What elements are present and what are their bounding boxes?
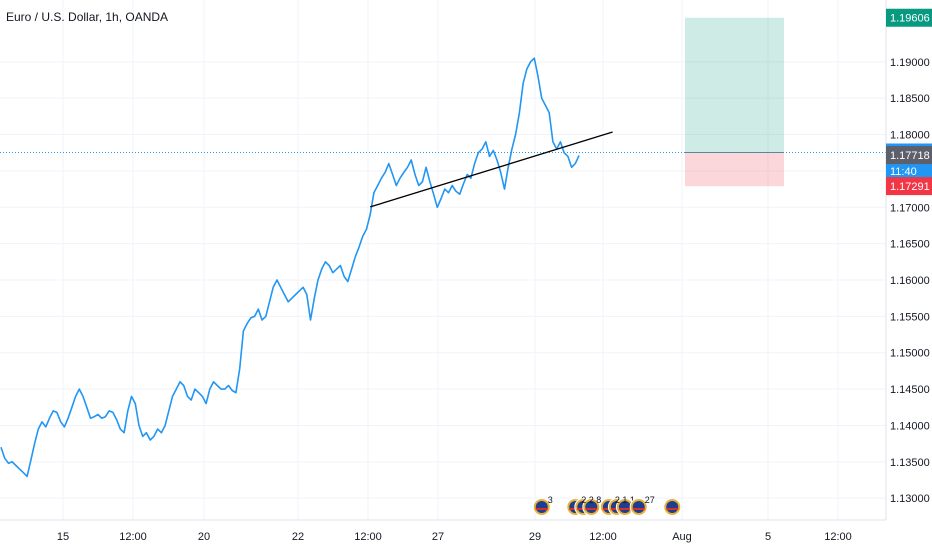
y-tick-label: 1.18500	[890, 93, 930, 105]
x-tick-label: 12:00	[824, 531, 852, 543]
economic-event-icon: 3	[532, 495, 553, 516]
y-tick-label: 1.14000	[890, 420, 930, 432]
price-label-text: 1.17718	[890, 150, 930, 162]
price-label-text: 1.17291	[890, 181, 930, 193]
y-tick-label: 1.15500	[890, 311, 930, 323]
event-count-label: 27	[645, 495, 655, 505]
y-tick-label: 1.13000	[890, 493, 930, 505]
y-tick-label: 1.16500	[890, 239, 930, 251]
y-tick-label: 1.18000	[890, 130, 930, 142]
x-tick-label: 15	[57, 531, 69, 543]
price-axis: 1.190001.185001.180001.175001.170001.165…	[885, 0, 932, 550]
price-series-line	[0, 57, 580, 478]
chart-title: Euro / U.S. Dollar, 1h, OANDA	[6, 10, 169, 24]
price-label: 1.17291	[886, 177, 932, 196]
price-label: 1.17718	[886, 146, 932, 165]
event-count-label: 2 1 1	[615, 495, 635, 505]
economic-event-icon: 2 1 1	[599, 495, 635, 516]
event-count-label: 2 2 8	[581, 495, 601, 505]
price-label-text: 1.19606	[890, 13, 930, 25]
price-label: 11:40	[886, 161, 932, 180]
y-tick-label: 1.19000	[890, 57, 930, 69]
trendline	[370, 131, 613, 208]
price-label: 1.19606	[886, 8, 932, 27]
economic-event-icon: 27	[629, 495, 655, 516]
y-tick-label: 1.13500	[890, 457, 930, 469]
x-tick-label: 12:00	[589, 531, 617, 543]
x-tick-label: 22	[292, 531, 304, 543]
price-label-text: 11:40	[890, 166, 917, 178]
y-tick-label: 1.14500	[890, 384, 930, 396]
position-loss-zone	[685, 152, 784, 187]
y-tick-label: 1.16000	[890, 275, 930, 287]
y-tick-label: 1.17000	[890, 202, 930, 214]
x-tick-label: 20	[198, 531, 210, 543]
grid	[0, 0, 886, 520]
x-tick-label: 27	[432, 531, 444, 543]
economic-event-icon	[663, 498, 682, 516]
economic-event-icon: 2 2 8	[566, 495, 601, 516]
event-count-label: 3	[548, 495, 553, 505]
x-tick-label: 5	[765, 531, 771, 543]
x-tick-label: 29	[529, 531, 541, 543]
x-tick-label: 12:00	[354, 531, 382, 543]
x-tick-label: Aug	[672, 531, 692, 543]
x-tick-label: 12:00	[119, 531, 147, 543]
position-profit-zone	[685, 17, 784, 153]
time-axis: 15 12:00 20 22 12:00 27 29 12:00 Aug 5 12:00	[0, 519, 932, 550]
y-tick-label: 1.15000	[890, 348, 930, 360]
